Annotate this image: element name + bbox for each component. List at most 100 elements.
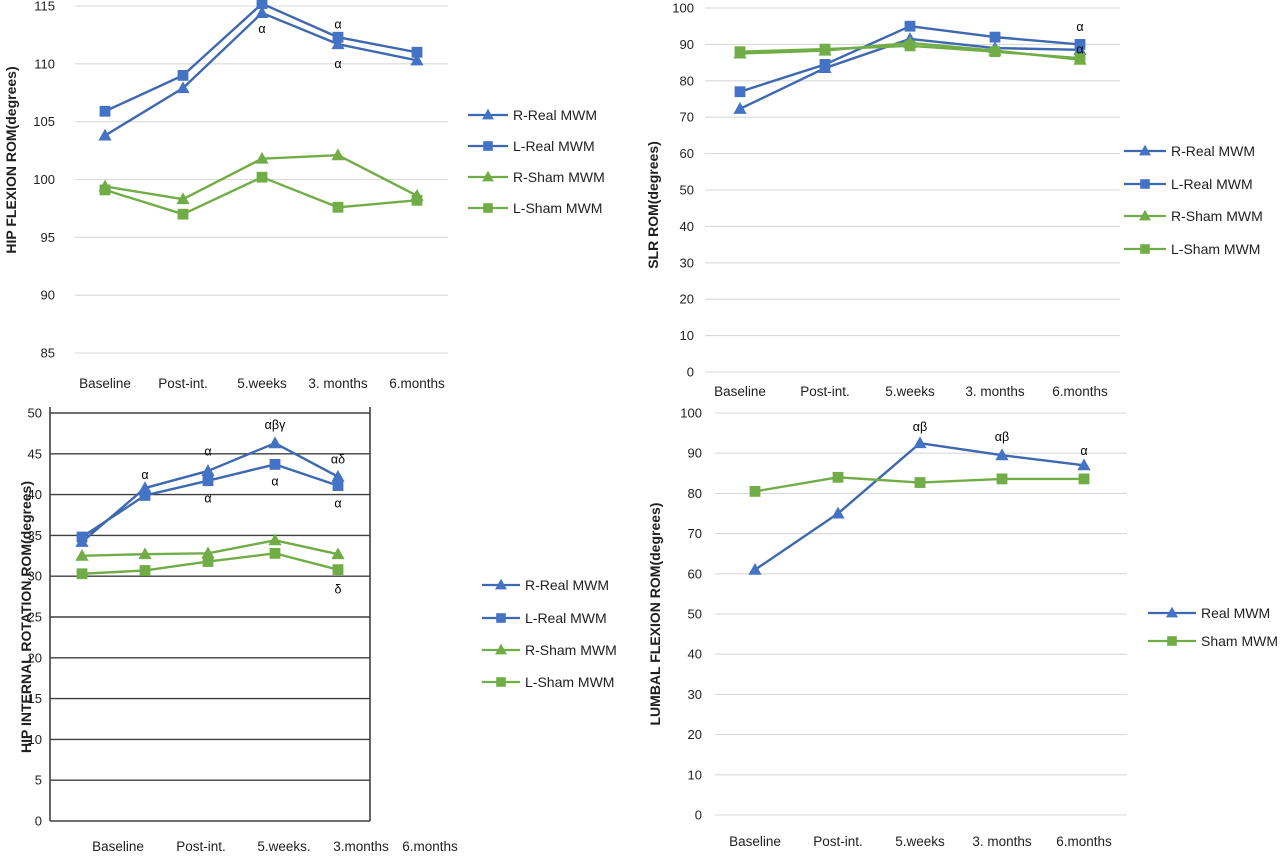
y-tick-label: 50 — [680, 183, 694, 198]
x-category-label: 3. months — [308, 376, 368, 391]
y-tick-label: 45 — [28, 446, 42, 461]
legend-marker — [1140, 244, 1150, 254]
y-tick-label: 90 — [680, 37, 694, 52]
annotation: α — [258, 22, 265, 36]
data-point-R-Real-MWM — [733, 102, 747, 114]
y-tick-label: 40 — [688, 647, 702, 662]
x-category-label: 5.weeks — [237, 376, 287, 391]
y-tick-label: 0 — [35, 814, 42, 829]
data-point-L-Real-MWM — [256, 0, 268, 10]
data-point-L-Real-MWM — [989, 31, 1001, 43]
y-tick-label: 90 — [41, 288, 55, 303]
x-category-label: Post-int. — [813, 834, 863, 849]
data-point-L-Sham-MWM — [904, 40, 916, 52]
annotation: α — [1076, 20, 1083, 34]
legend-marker — [482, 170, 494, 182]
data-point-R-Sham-MWM — [255, 151, 269, 164]
data-point-R-Sham-MWM — [331, 148, 345, 161]
data-point-L-Real-MWM — [202, 475, 214, 487]
data-point-Real-MWM — [995, 448, 1009, 461]
y-tick-label: 115 — [34, 0, 55, 14]
x-category-label: Baseline — [714, 384, 766, 399]
data-point-L-Sham-MWM — [269, 547, 281, 559]
data-point-Sham-MWM — [832, 471, 844, 483]
legend-label: L-Sham MWM — [1171, 241, 1260, 257]
y-tick-label: 80 — [688, 486, 702, 501]
x-category-label: Baseline — [79, 376, 131, 391]
data-point-L-Sham-MWM — [332, 201, 344, 213]
data-point-L-Sham-MWM — [76, 568, 88, 580]
series-line-Real-MWM — [754, 441, 1085, 571]
y-axis-title: HIP FLEXION ROM(degrees) — [3, 66, 19, 253]
data-point-L-Real-MWM — [99, 105, 111, 117]
annotation: α — [204, 492, 211, 506]
data-point-L-Real-MWM — [734, 86, 746, 98]
data-point-L-Real-MWM — [177, 70, 189, 81]
data-point-L-Sham-MWM — [139, 565, 151, 576]
y-tick-label: 40 — [28, 487, 42, 502]
x-category-label: Baseline — [729, 834, 781, 849]
y-tick-label: 50 — [28, 406, 42, 421]
data-point-L-Sham-MWM — [1074, 52, 1086, 64]
y-tick-label: 100 — [33, 172, 55, 187]
y-tick-label: 30 — [680, 255, 694, 270]
y-tick-label: 90 — [688, 446, 702, 461]
legend-marker — [495, 578, 507, 590]
annotation: α — [334, 57, 341, 71]
data-point-L-Real-MWM — [904, 20, 916, 32]
legend-marker — [483, 141, 493, 151]
legend-marker — [496, 677, 506, 687]
legend-label: L-Real MWM — [1171, 176, 1253, 192]
x-category-label: Baseline — [92, 839, 144, 854]
y-tick-label: 30 — [688, 687, 702, 702]
y-axis-title: SLR ROM(degrees) — [645, 141, 661, 269]
y-tick-label: 100 — [680, 406, 702, 421]
legend-marker — [1139, 144, 1151, 156]
legend-label: Sham MWM — [1201, 633, 1278, 649]
y-tick-label: 85 — [41, 346, 55, 361]
legend-label: Real MWM — [1201, 605, 1270, 621]
annotation: αδ — [331, 453, 345, 467]
y-tick-label: 20 — [28, 650, 42, 665]
y-tick-label: 5 — [35, 773, 42, 788]
data-point-L-Real-MWM — [139, 490, 151, 501]
data-point-R-Real-MWM — [98, 128, 112, 141]
y-tick-label: 105 — [33, 114, 55, 129]
y-tick-label: 15 — [28, 691, 42, 706]
chart-hip-flexion-rom: 115 110 105 100 95 90 85 Baseline Post-int. 5.wee… — [3, 0, 605, 391]
annotation: α — [271, 475, 278, 489]
x-category-label: 5.weeks — [885, 384, 935, 399]
data-point-L-Real-MWM — [269, 459, 281, 470]
legend-marker — [482, 108, 494, 120]
annotation: δ — [335, 582, 342, 596]
data-point-Real-MWM — [831, 506, 845, 519]
data-point-L-Sham-MWM — [99, 184, 111, 196]
series-line-L-Sham-MWM — [104, 175, 418, 216]
y-tick-label: 0 — [687, 365, 694, 380]
legend-label: R-Real MWM — [1171, 143, 1255, 159]
x-category-label: 6.months — [402, 839, 458, 854]
legend-label: R-Real MWM — [513, 107, 597, 123]
y-tick-label: 60 — [688, 566, 702, 581]
y-tick-label: 10 — [688, 767, 702, 782]
data-point-R-Sham-MWM — [331, 547, 345, 560]
data-point-Sham-MWM — [1078, 473, 1090, 485]
legend-marker — [1140, 179, 1150, 189]
data-point-R-Sham-MWM — [138, 547, 152, 560]
y-tick-label: 60 — [680, 146, 694, 161]
data-point-R-Real-MWM — [176, 81, 190, 94]
data-point-Sham-MWM — [914, 477, 926, 488]
data-point-L-Real-MWM — [76, 531, 88, 543]
data-point-Real-MWM — [913, 436, 927, 449]
data-point-R-Real-MWM — [268, 436, 282, 449]
annotation: α — [334, 18, 341, 32]
annotation: α — [204, 444, 211, 458]
y-tick-label: 20 — [680, 292, 694, 307]
data-point-L-Sham-MWM — [819, 43, 831, 55]
data-point-R-Sham-MWM — [201, 546, 215, 559]
y-tick-label: 35 — [28, 528, 42, 543]
y-tick-label: 0 — [695, 808, 702, 823]
legend-label: R-Real MWM — [525, 577, 609, 593]
